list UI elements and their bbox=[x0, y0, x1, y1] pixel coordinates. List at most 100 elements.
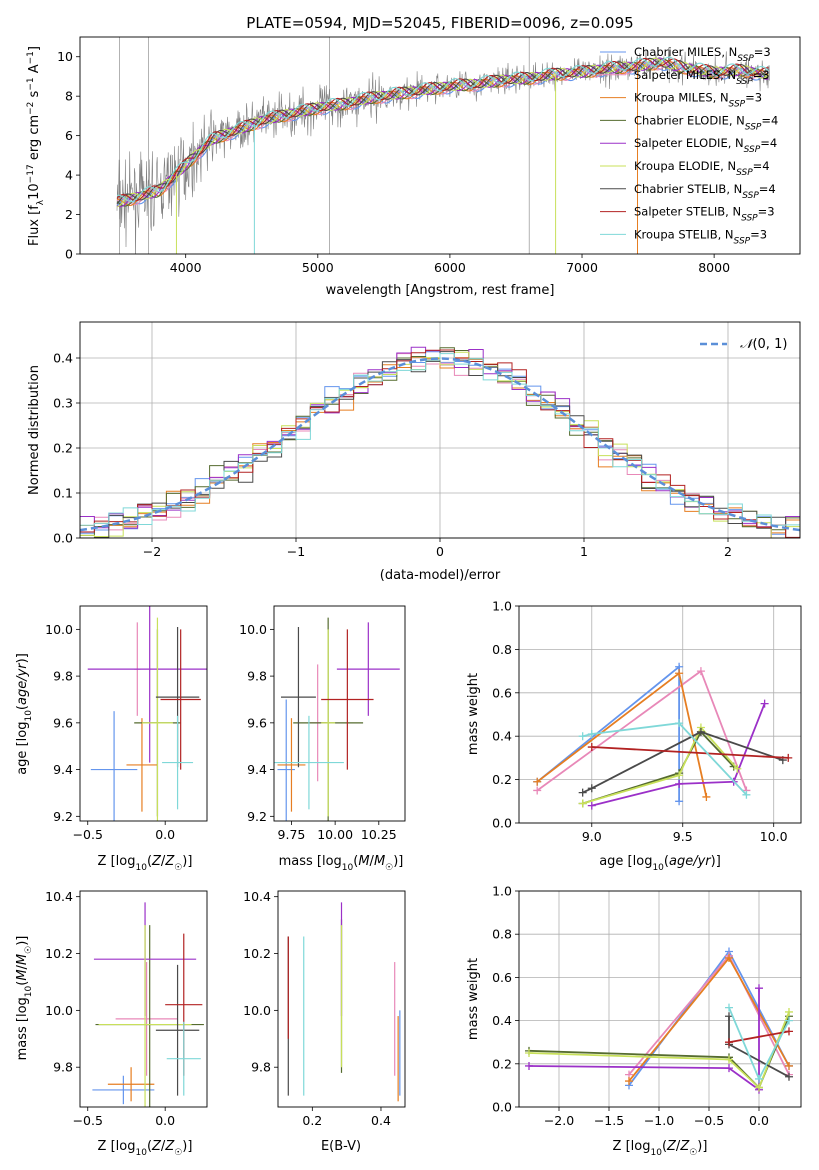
label-part: SSP bbox=[729, 100, 746, 110]
label-part: Flux [f bbox=[27, 205, 42, 246]
x-tick-label: −1.0 bbox=[644, 1113, 674, 1128]
label-part: Chabrier MILES, N bbox=[634, 45, 737, 59]
y-tick-label: 10.0 bbox=[239, 622, 267, 637]
x-tick-label: −2.0 bbox=[544, 1113, 574, 1128]
label-part: ( bbox=[147, 854, 152, 869]
errorbar-plot bbox=[92, 902, 204, 1107]
x-tick-label: −0.5 bbox=[73, 827, 103, 842]
label-part: SSP bbox=[736, 77, 753, 87]
weight-marker bbox=[696, 667, 705, 676]
weight-marker bbox=[785, 1027, 793, 1036]
label-part: mass [log bbox=[15, 997, 30, 1060]
y-axis-label: age [log10(age/yr)] bbox=[15, 653, 34, 775]
x-tick-label: 0 bbox=[436, 544, 444, 559]
label-part: 10 bbox=[135, 1148, 147, 1158]
legend-label: Salpeter MILES, NSSP=3 bbox=[634, 68, 770, 87]
label-part: =3 bbox=[745, 91, 762, 105]
x-tick-label: 0.2 bbox=[302, 1113, 322, 1128]
y-tick-label: 0.6 bbox=[492, 970, 512, 985]
label-part: 10 bbox=[650, 1148, 662, 1158]
legend-label: Kroupa ELODIE, NSSP=4 bbox=[634, 159, 770, 178]
label-part: =3 bbox=[750, 227, 767, 241]
axes-frame bbox=[518, 605, 802, 824]
label-part: =4 bbox=[761, 113, 778, 127]
legend-label: Chabrier MILES, NSSP=3 bbox=[634, 45, 771, 64]
label-part: )] bbox=[711, 854, 721, 869]
errorbar-plot bbox=[87, 606, 207, 821]
x-tick-label: 9.75 bbox=[278, 827, 306, 842]
weight-line bbox=[536, 671, 708, 798]
label-part: −1 bbox=[26, 51, 36, 64]
label-part: =4 bbox=[759, 182, 776, 196]
x-axis-label: wavelength [Angstrom, rest frame] bbox=[326, 283, 555, 298]
label-part: ( bbox=[664, 854, 669, 869]
weight-marker bbox=[625, 1077, 633, 1086]
x-axis-label: Z [log10(Z/Z☉)] bbox=[98, 1139, 193, 1158]
x-tick-label: 10.00 bbox=[317, 827, 353, 842]
weight-marker bbox=[587, 730, 596, 739]
axes-frame bbox=[79, 321, 801, 539]
label-part: ☉ bbox=[174, 1148, 182, 1158]
label-part: 10 bbox=[135, 863, 147, 873]
x-tick-label: 9.0 bbox=[582, 829, 602, 844]
y-tick-label: 9.2 bbox=[53, 809, 73, 824]
y-axis-label: Normed distribution bbox=[27, 365, 42, 495]
label-part: )] bbox=[15, 936, 30, 946]
weight-marker bbox=[675, 797, 684, 806]
weight-marker bbox=[785, 1007, 793, 1016]
x-tick-label: −1 bbox=[287, 544, 305, 559]
weight-marker bbox=[785, 1072, 793, 1081]
y-tick-label: 10 bbox=[57, 49, 73, 64]
label-part: ( bbox=[15, 981, 30, 986]
weight-plot bbox=[525, 947, 793, 1094]
x-axis-label: (data-model)/error bbox=[380, 568, 501, 583]
y-tick-label: 9.8 bbox=[251, 1060, 271, 1075]
label-part: / bbox=[161, 854, 166, 869]
label-part: SSP bbox=[741, 214, 758, 224]
weight-line bbox=[582, 730, 735, 805]
y-tick-label: 10.2 bbox=[45, 946, 73, 961]
y-tick-label: 9.8 bbox=[247, 669, 267, 684]
label-part: Z bbox=[164, 1139, 175, 1154]
label-part: M bbox=[358, 854, 369, 869]
x-tick-label: −1.5 bbox=[594, 1113, 624, 1128]
label-part: Salpeter STELIB, N bbox=[634, 205, 741, 219]
weight-marker bbox=[785, 1016, 793, 1025]
axes-frame bbox=[79, 605, 208, 822]
weight-marker bbox=[725, 1003, 733, 1012]
y-tick-label: 10.0 bbox=[45, 1003, 73, 1018]
label-part: ( bbox=[147, 1139, 152, 1154]
y-tick-label: 0.2 bbox=[492, 772, 512, 787]
model-spectrum-line bbox=[116, 57, 769, 205]
y-tick-label: 0.0 bbox=[492, 1100, 512, 1115]
label-part: =3 bbox=[753, 68, 770, 82]
label-part: Salpeter ELODIE, N bbox=[634, 136, 744, 150]
weight-plot bbox=[533, 662, 793, 810]
y-axis-label: mass [log10(M/M☉)] bbox=[15, 936, 34, 1061]
label-part: =4 bbox=[753, 159, 770, 173]
weight-marker bbox=[725, 1012, 733, 1021]
label-part: M bbox=[15, 969, 30, 980]
weight-line bbox=[728, 1030, 790, 1044]
weight-line bbox=[591, 703, 766, 807]
y-tick-label: 10.2 bbox=[243, 946, 271, 961]
label-part: Z [log bbox=[98, 854, 136, 869]
label-part: A bbox=[27, 64, 42, 77]
axes-frame bbox=[79, 890, 208, 1108]
x-tick-label: 10.0 bbox=[760, 829, 788, 844]
histogram-step bbox=[80, 353, 800, 538]
label-part: Kroupa ELODIE, N bbox=[634, 159, 736, 173]
weight-line bbox=[528, 988, 760, 1092]
x-tick-label: 2 bbox=[724, 544, 732, 559]
y-tick-label: 2 bbox=[65, 207, 73, 222]
x-tick-label: 5000 bbox=[302, 260, 334, 275]
x-tick-label: 0.0 bbox=[155, 1113, 175, 1128]
y-tick-label: 1.0 bbox=[492, 599, 512, 614]
label-part: ☉ bbox=[385, 863, 393, 873]
weight-marker bbox=[587, 743, 596, 752]
label-part: 10 bbox=[342, 863, 354, 873]
x-tick-label: 1 bbox=[580, 544, 588, 559]
label-part: )] bbox=[182, 854, 192, 869]
y-tick-label: 10.4 bbox=[45, 889, 73, 904]
